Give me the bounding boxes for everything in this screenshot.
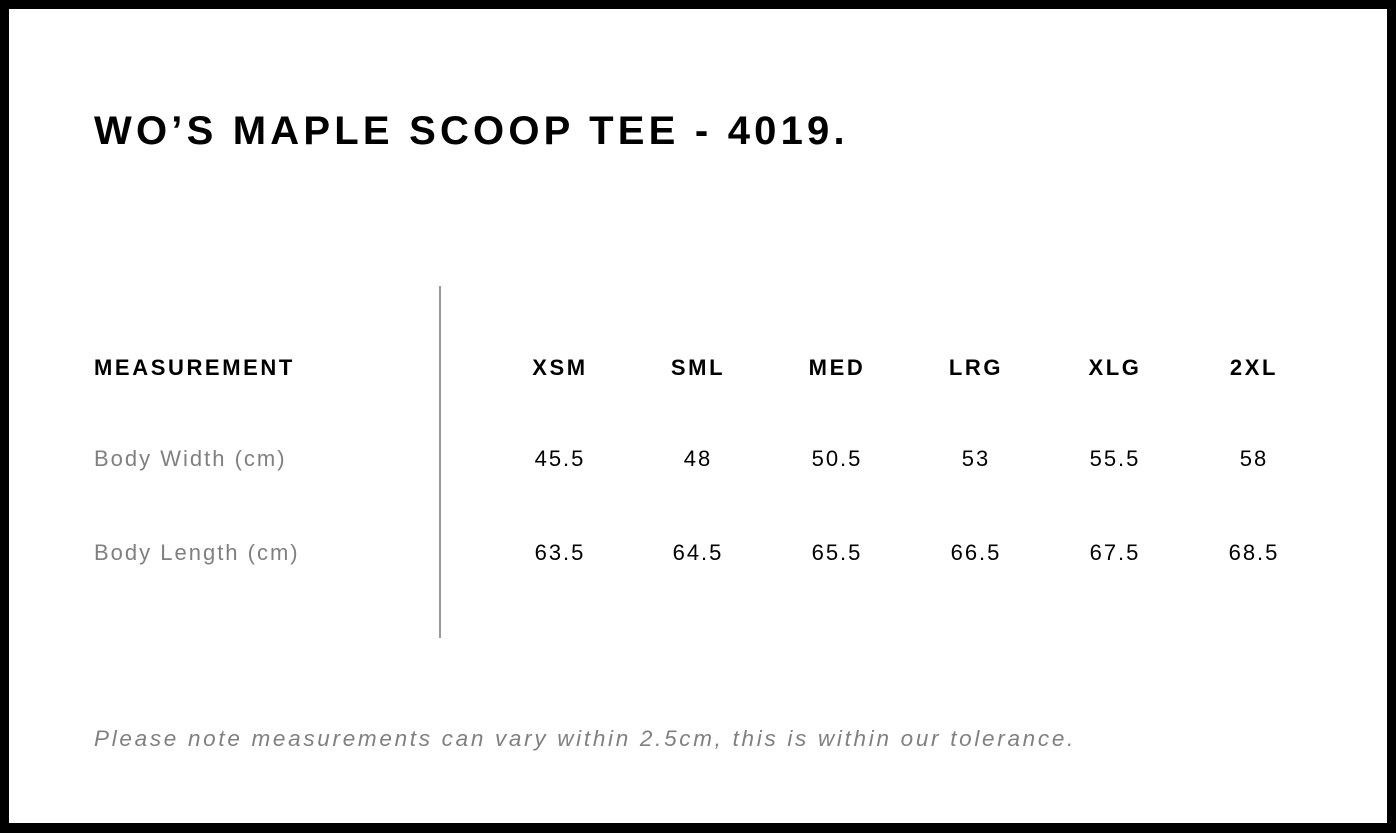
size-chart-card: WO’S MAPLE SCOOP TEE - 4019. MEASUREMENT… — [9, 9, 1387, 823]
page-title: WO’S MAPLE SCOOP TEE - 4019. — [94, 109, 849, 153]
size-header-lrg: LRG — [948, 355, 1004, 380]
table-cell: 66.5 — [950, 540, 1002, 565]
size-header-xsm: XSM — [532, 355, 588, 380]
column-divider — [439, 286, 441, 638]
table-cell: 63.5 — [534, 540, 586, 565]
size-header-xlg: XLG — [1088, 355, 1142, 380]
table-cell: 68.5 — [1228, 540, 1280, 565]
table-cell: 65.5 — [811, 540, 863, 565]
row-label: Body Length (cm) — [94, 540, 300, 565]
size-header-med: MED — [808, 355, 866, 380]
table-cell: 48 — [683, 446, 713, 471]
size-header-2xl: 2XL — [1229, 355, 1279, 380]
table-cell: 50.5 — [811, 446, 863, 471]
measurement-header: MEASUREMENT — [94, 355, 295, 380]
table-cell: 53 — [961, 446, 991, 471]
row-label: Body Width (cm) — [94, 446, 287, 471]
table-cell: 45.5 — [534, 446, 586, 471]
table-cell: 67.5 — [1089, 540, 1141, 565]
table-cell: 58 — [1239, 446, 1269, 471]
table-cell: 64.5 — [672, 540, 724, 565]
size-header-sml: SML — [670, 355, 726, 380]
table-cell: 55.5 — [1089, 446, 1141, 471]
tolerance-note: Please note measurements can vary within… — [94, 726, 1077, 751]
